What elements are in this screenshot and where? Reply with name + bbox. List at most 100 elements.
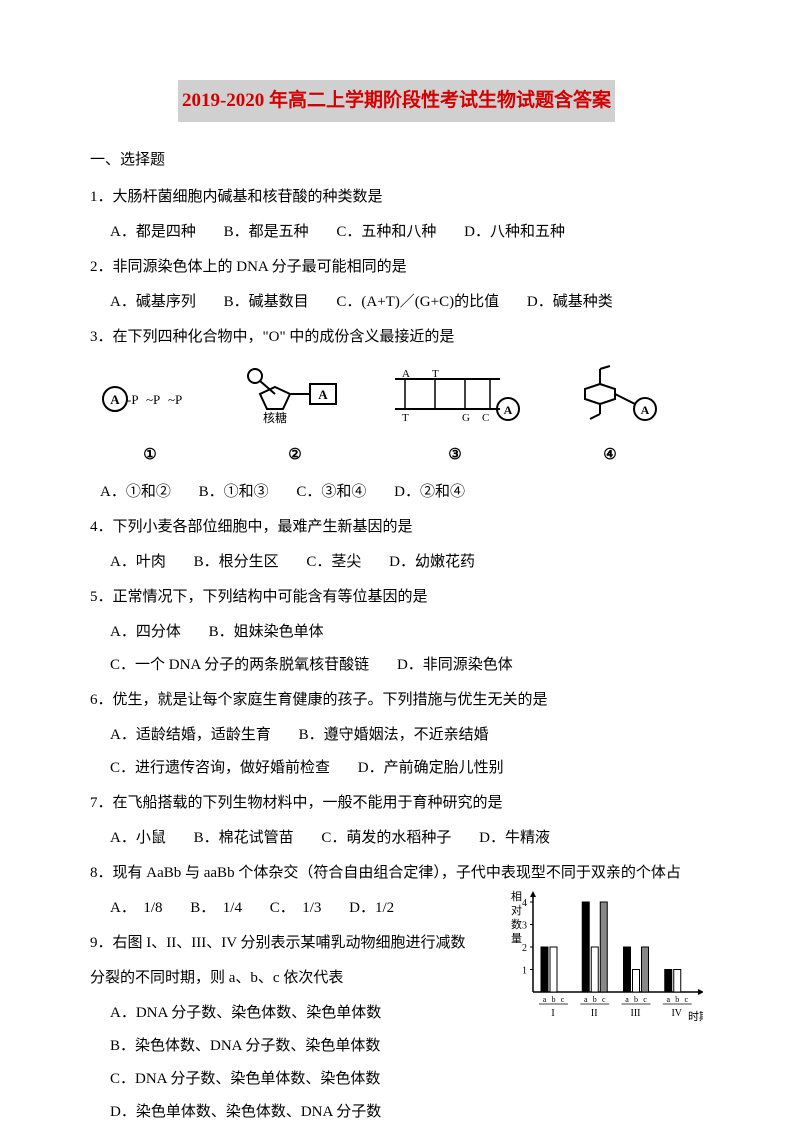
question-8: 8．现有 AaBb 与 aaBb 个体杂交（符合自由组合定律），子代中表现型不同… bbox=[90, 857, 703, 890]
q5-opt-d: D．非同源染色体 bbox=[397, 649, 513, 682]
question-5-options: A．四分体 B．姐妹染色单体 bbox=[90, 616, 703, 649]
svg-text:T: T bbox=[432, 369, 439, 380]
bar-chart-icon: 1234相对数量时期abcIabcIIabcIIIabcIV bbox=[503, 882, 703, 1022]
question-3-diagrams: A -P ~P ~P ① A 核糖 ② A T T G C bbox=[100, 364, 703, 472]
q8-opt-c: C． 1/3 bbox=[270, 892, 322, 925]
q3-opt-a: A．①和② bbox=[100, 476, 171, 509]
atp-diagram-icon: A -P ~P ~P bbox=[100, 374, 200, 424]
q3-opt-d: D．②和④ bbox=[394, 476, 465, 509]
diagram-4: A ④ bbox=[560, 364, 660, 472]
svg-text:T: T bbox=[402, 412, 409, 424]
svg-text:IV: IV bbox=[671, 1008, 682, 1019]
svg-text:b: b bbox=[593, 995, 597, 1004]
svg-text:I: I bbox=[551, 1008, 554, 1019]
diagram-3: A T T G C A ③ bbox=[390, 369, 520, 472]
question-3: 3．在下列四种化合物中，"O" 中的成份含义最接近的是 bbox=[90, 321, 703, 354]
q6-opt-b: B．遵守婚姻法，不近亲结婚 bbox=[299, 719, 489, 752]
svg-text:a: a bbox=[625, 995, 629, 1004]
diagram-2-label: ② bbox=[240, 439, 350, 472]
svg-text:C: C bbox=[482, 412, 489, 424]
meiosis-chart: 1234相对数量时期abcIabcIIabcIIIabcIV bbox=[503, 882, 703, 1035]
svg-text:量: 量 bbox=[511, 932, 522, 945]
q1-opt-a: A．都是四种 bbox=[110, 216, 196, 249]
q7-opt-c: C．萌发的水稻种子 bbox=[321, 822, 451, 855]
q2-opt-d: D．碱基种类 bbox=[527, 286, 613, 319]
dna-diagram-icon: A T T G C A bbox=[390, 369, 520, 424]
question-1: 1．大肠杆菌细胞内碱基和核苷酸的种类数是 bbox=[90, 181, 703, 214]
svg-text:2: 2 bbox=[522, 943, 527, 954]
q8-opt-a: A． 1/8 bbox=[110, 892, 163, 925]
q8-opt-b: B． 1/4 bbox=[190, 892, 242, 925]
svg-text:a: a bbox=[666, 995, 670, 1004]
question-6-options: A．适龄结婚，适龄生育 B．遵守婚姻法，不近亲结婚 bbox=[90, 719, 703, 752]
question-5: 5．正常情况下，下列结构中可能含有等位基因的是 bbox=[90, 581, 703, 614]
q4-opt-b: B．根分生区 bbox=[194, 546, 279, 579]
q3-opt-b: B．①和③ bbox=[199, 476, 269, 509]
svg-text:b: b bbox=[675, 995, 679, 1004]
question-7: 7．在飞船搭载的下列生物材料中，一般不能用于育种研究的是 bbox=[90, 787, 703, 820]
svg-text:III: III bbox=[631, 1008, 641, 1019]
svg-text:A: A bbox=[110, 392, 120, 407]
question-3-options: A．①和② B．①和③ C．③和④ D．②和④ bbox=[90, 476, 703, 509]
svg-text:~P: ~P bbox=[146, 392, 160, 407]
question-4: 4．下列小麦各部位细胞中，最难产生新基因的是 bbox=[90, 511, 703, 544]
svg-text:c: c bbox=[602, 995, 606, 1004]
svg-text:4: 4 bbox=[522, 898, 527, 909]
svg-text:A: A bbox=[641, 403, 650, 417]
q6-opt-a: A．适龄结婚，适龄生育 bbox=[110, 719, 271, 752]
svg-text:时期: 时期 bbox=[688, 1010, 703, 1022]
svg-text:c: c bbox=[643, 995, 647, 1004]
question-6: 6．优生，就是让每个家庭生育健康的孩子。下列措施与优生无关的是 bbox=[90, 684, 703, 717]
svg-text:A: A bbox=[504, 403, 513, 417]
section-header: 一、选择题 bbox=[90, 144, 703, 177]
nucleotide-diagram-icon: A 核糖 bbox=[240, 364, 350, 424]
q5-opt-a: A．四分体 bbox=[110, 616, 181, 649]
q5-opt-b: B．姐妹染色单体 bbox=[209, 616, 324, 649]
question-1-options: A．都是四种 B．都是五种 C．五种和八种 D．八种和五种 bbox=[90, 216, 703, 249]
q1-opt-c: C．五种和八种 bbox=[336, 216, 436, 249]
svg-text:对: 对 bbox=[511, 903, 522, 917]
page-title: 2019-2020 年高二上学期阶段性考试生物试题含答案 bbox=[178, 80, 615, 122]
svg-text:c: c bbox=[561, 995, 565, 1004]
svg-text:A: A bbox=[402, 369, 410, 380]
svg-text:A: A bbox=[318, 387, 328, 402]
q4-opt-c: C．茎尖 bbox=[306, 546, 361, 579]
question-5-options-2: C．一个 DNA 分子的两条脱氧核苷酸链 D．非同源染色体 bbox=[90, 649, 703, 682]
q6-opt-c: C．进行遗传咨询，做好婚前检查 bbox=[110, 752, 330, 785]
svg-text:3: 3 bbox=[522, 920, 527, 931]
trna-diagram-icon: A bbox=[560, 364, 660, 424]
q8-opt-d: D．1/2 bbox=[349, 892, 394, 925]
svg-text:-P: -P bbox=[127, 392, 139, 407]
question-2-options: A．碱基序列 B．碱基数目 C．(A+T)／(G+C)的比值 D．碱基种类 bbox=[90, 286, 703, 319]
q2-opt-a: A．碱基序列 bbox=[110, 286, 196, 319]
svg-text:a: a bbox=[584, 995, 588, 1004]
svg-text:~P: ~P bbox=[168, 392, 182, 407]
svg-text:核糖: 核糖 bbox=[263, 410, 287, 424]
diagram-1-label: ① bbox=[100, 439, 200, 472]
q4-opt-a: A．叶肉 bbox=[110, 546, 166, 579]
q2-opt-c: C．(A+T)／(G+C)的比值 bbox=[336, 286, 499, 319]
question-2: 2．非同源染色体上的 DNA 分子最可能相同的是 bbox=[90, 251, 703, 284]
question-7-options: A．小鼠 B．棉花试管苗 C．萌发的水稻种子 D．牛精液 bbox=[90, 822, 703, 855]
q6-opt-d: D．产前确定胎儿性别 bbox=[358, 752, 504, 785]
svg-text:数: 数 bbox=[511, 918, 522, 931]
question-6-options-2: C．进行遗传咨询，做好婚前检查 D．产前确定胎儿性别 bbox=[90, 752, 703, 785]
svg-text:c: c bbox=[684, 995, 688, 1004]
svg-text:相: 相 bbox=[511, 890, 522, 903]
q7-opt-a: A．小鼠 bbox=[110, 822, 166, 855]
svg-text:b: b bbox=[634, 995, 638, 1004]
diagram-3-label: ③ bbox=[390, 439, 520, 472]
svg-text:II: II bbox=[591, 1008, 598, 1019]
q4-opt-d: D．幼嫩花药 bbox=[389, 546, 475, 579]
q3-opt-c: C．③和④ bbox=[296, 476, 366, 509]
q9-opt-c: C．DNA 分子数、染色单体数、染色体数 bbox=[90, 1063, 703, 1096]
diagram-4-label: ④ bbox=[560, 439, 660, 472]
svg-text:G: G bbox=[462, 412, 470, 424]
svg-text:a: a bbox=[543, 995, 547, 1004]
q2-opt-b: B．碱基数目 bbox=[224, 286, 309, 319]
q7-opt-b: B．棉花试管苗 bbox=[194, 822, 294, 855]
question-4-options: A．叶肉 B．根分生区 C．茎尖 D．幼嫩花药 bbox=[90, 546, 703, 579]
q1-opt-d: D．八种和五种 bbox=[464, 216, 565, 249]
diagram-2: A 核糖 ② bbox=[240, 364, 350, 472]
svg-text:b: b bbox=[552, 995, 556, 1004]
